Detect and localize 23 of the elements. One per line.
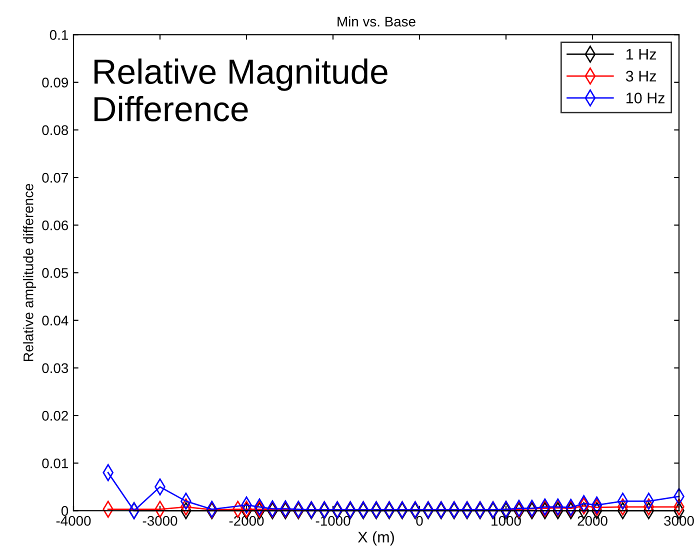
y-tick-label: 0.08 xyxy=(42,125,68,136)
y-tick-label: 0.03 xyxy=(42,363,68,374)
y-axis-title: Relative amplitude difference xyxy=(23,184,36,362)
x-tick-label: 2000 xyxy=(578,516,608,526)
x-axis-title: X (m) xyxy=(358,531,394,546)
y-tick-label: 0.02 xyxy=(42,410,68,421)
legend-label: 10 Hz xyxy=(626,92,664,104)
x-tick-label: -3000 xyxy=(142,516,178,526)
y-tick-label: 0 xyxy=(61,506,68,516)
annotation: Relative Magnitude Difference xyxy=(94,58,388,122)
legend-label: 3 Hz xyxy=(626,70,656,82)
x-tick-label: -4000 xyxy=(56,516,91,526)
y-tick-label: 0.07 xyxy=(42,172,68,183)
y-tick-label: 0.04 xyxy=(42,316,68,326)
y-tick-label: 0.1 xyxy=(50,30,68,40)
y-tick-label: 0.06 xyxy=(42,220,68,230)
y-tick-label: 0.05 xyxy=(42,268,68,278)
y-tick-label: 0.01 xyxy=(42,458,68,468)
x-tick-label: 0 xyxy=(416,516,423,526)
x-tick-label: 3000 xyxy=(664,516,694,526)
chart-title: Min vs. Base xyxy=(338,16,416,27)
y-tick-label: 0.09 xyxy=(42,78,68,88)
legend-label: 1 Hz xyxy=(626,49,656,60)
